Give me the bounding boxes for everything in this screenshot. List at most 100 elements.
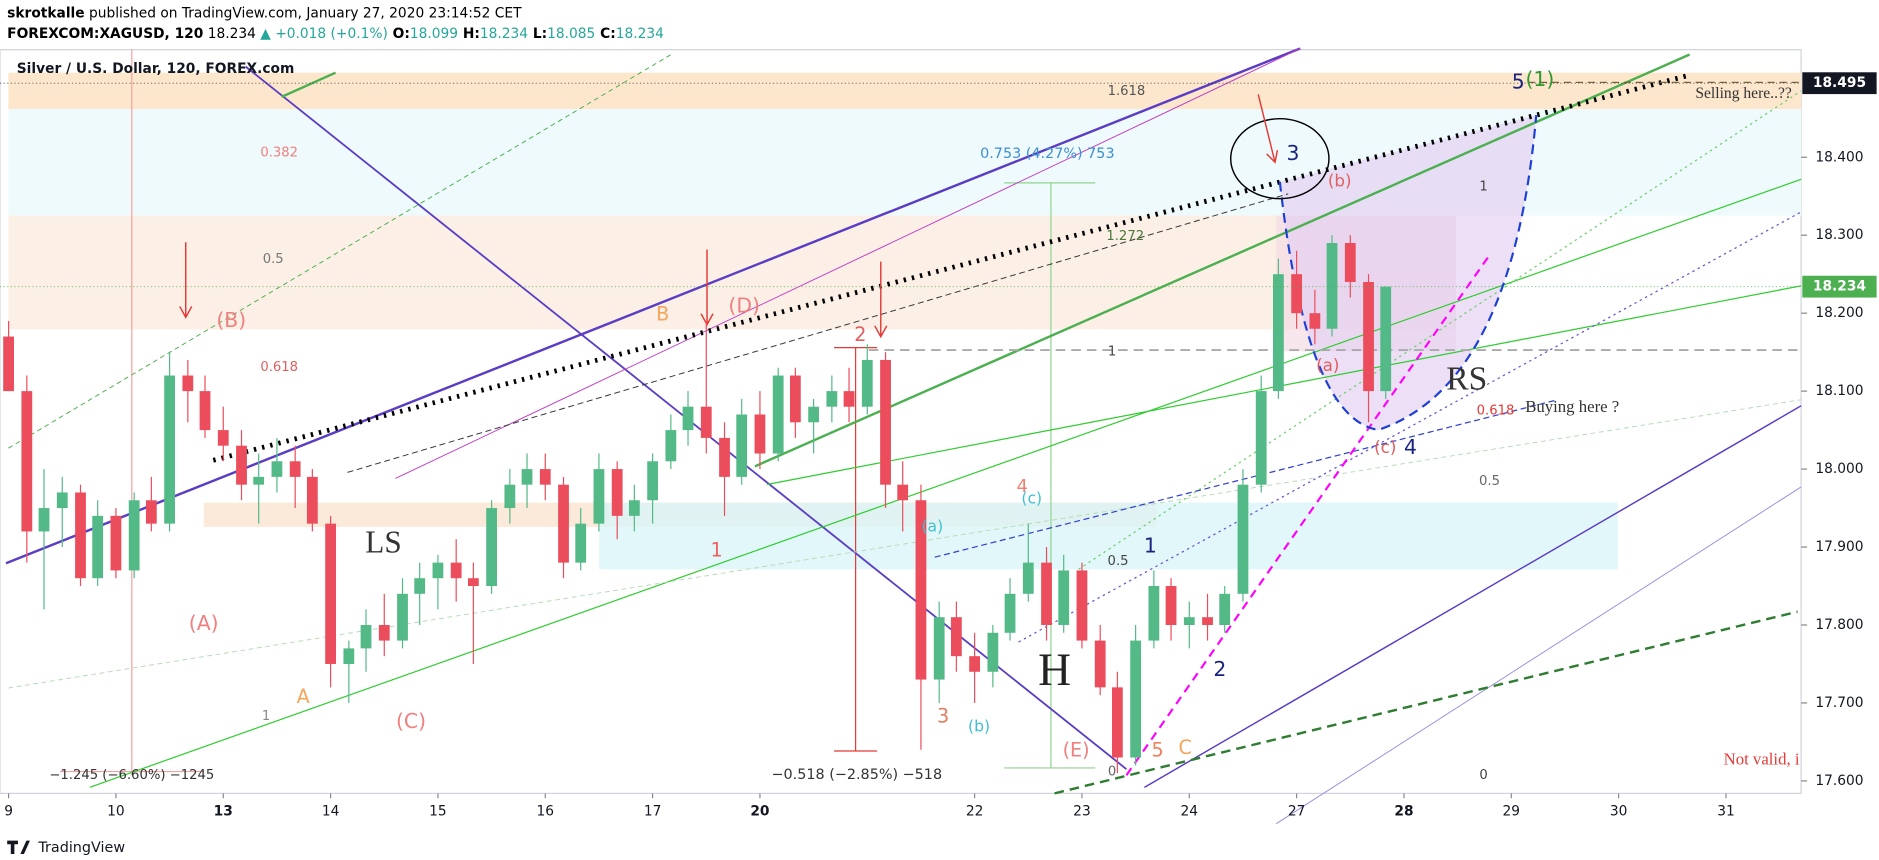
price-tag-label: 18.495 xyxy=(1813,75,1866,91)
symbol-line: FOREXCOM:XAGUSD, 120 18.234 ▲ +0.018 (+0… xyxy=(7,26,664,42)
footer-logo xyxy=(7,840,30,854)
annotation: (a) xyxy=(921,516,943,535)
trend-line xyxy=(347,193,1289,473)
annotation: 1.272 xyxy=(1106,229,1144,244)
annotation: 3 xyxy=(937,705,949,728)
annotation: (A) xyxy=(189,611,219,635)
trend-line xyxy=(281,71,337,99)
candle-body xyxy=(21,391,33,532)
candle-body xyxy=(933,617,945,680)
candle-body xyxy=(182,375,194,392)
candle-body xyxy=(719,437,730,477)
candle-body xyxy=(467,578,479,587)
arrows xyxy=(179,94,1279,339)
published: published on TradingView.com, January 27… xyxy=(85,5,522,21)
ohlc-value: 18.234 xyxy=(480,26,528,42)
candle-body xyxy=(1130,640,1142,758)
ohlc-label: L: xyxy=(528,26,547,42)
candle-body xyxy=(253,476,265,485)
candle-body xyxy=(1148,586,1160,641)
candle-body xyxy=(611,469,623,516)
y-tick-label: 17.700 xyxy=(1815,695,1863,711)
y-tick-label: 17.800 xyxy=(1815,617,1863,633)
y-tick-label: 18.400 xyxy=(1815,149,1863,165)
candle-body xyxy=(343,648,355,664)
trend-line xyxy=(395,48,1301,479)
price-tag xyxy=(1802,72,1877,95)
y-tick-label: 18.100 xyxy=(1815,383,1863,399)
x-tick-label: 9 xyxy=(4,804,13,820)
candle-body xyxy=(1111,687,1123,758)
annotation: (a) xyxy=(1316,355,1339,375)
trend-line xyxy=(1125,256,1490,776)
candle-body xyxy=(1094,640,1106,688)
x-tick-label: 29 xyxy=(1503,804,1521,820)
candle-body xyxy=(1219,593,1231,625)
trend-line xyxy=(1054,610,1798,795)
annotation: 5 xyxy=(1512,69,1525,93)
annotation: 3 xyxy=(1287,141,1300,165)
annotation: (c) xyxy=(1374,437,1396,457)
x-tick-label: 31 xyxy=(1717,804,1735,820)
x-tick-label: 28 xyxy=(1394,804,1413,820)
trend-line xyxy=(754,53,1691,468)
arrow xyxy=(700,249,714,327)
x-tick-label: 14 xyxy=(322,804,340,820)
annotation: LS xyxy=(365,524,401,559)
candle-body xyxy=(987,632,999,672)
annotation: −0.518 (−2.85%) −518 xyxy=(772,767,943,783)
x-tick-label: 10 xyxy=(107,804,125,820)
annotation: 0.5 xyxy=(1479,474,1500,489)
candles xyxy=(3,235,1392,774)
price-tag-label: 18.234 xyxy=(1813,279,1866,295)
candle-body xyxy=(164,375,175,524)
candle-body xyxy=(915,500,927,680)
candle-body xyxy=(1309,313,1321,329)
annotation: 4 xyxy=(1016,476,1027,497)
trend-line xyxy=(1018,211,1802,643)
candle-body xyxy=(56,492,68,509)
candle-body xyxy=(628,500,640,516)
candle-body xyxy=(593,469,605,524)
annotation: (D) xyxy=(728,293,760,317)
candle-body xyxy=(1291,274,1303,314)
candle-body xyxy=(1255,391,1267,485)
drawings xyxy=(5,47,1802,825)
candle-body xyxy=(145,500,157,524)
zone xyxy=(8,215,1456,330)
annotation: 0.753 (4.27%) 753 xyxy=(980,146,1114,162)
candle-body xyxy=(647,461,658,501)
last-price: 18.234 xyxy=(203,26,256,42)
annotation: 1.618 xyxy=(1108,84,1146,99)
annotation: 1 xyxy=(1144,533,1157,557)
y-tick-label: 18.000 xyxy=(1815,461,1863,477)
candle-body xyxy=(217,430,229,446)
annotation: 0 xyxy=(1108,765,1116,780)
candle-body xyxy=(1237,484,1249,594)
candle-body xyxy=(486,508,497,587)
candle-body xyxy=(414,578,426,594)
x-tick-label: 20 xyxy=(750,804,769,820)
x-tick-label: 16 xyxy=(537,804,555,820)
candle-body xyxy=(575,523,587,563)
annotation: H xyxy=(1038,644,1071,695)
symbol: FOREXCOM:XAGUSD, 120 xyxy=(7,26,203,42)
trend-line xyxy=(8,54,672,449)
candle-body xyxy=(271,461,283,477)
annotation: 5 xyxy=(1151,738,1163,761)
annotation: 1 xyxy=(262,709,270,724)
ohlc-value: 18.099 xyxy=(410,26,458,42)
annotation: (c) xyxy=(1021,488,1042,507)
harmonic-area xyxy=(1279,115,1537,430)
annotation: 2 xyxy=(1213,657,1226,681)
candle-body xyxy=(808,406,820,423)
candle-body xyxy=(199,391,211,431)
candle-body xyxy=(558,484,569,563)
arrow xyxy=(1257,94,1279,164)
candle-body xyxy=(950,617,962,657)
candle-body xyxy=(1076,570,1088,641)
candle-body xyxy=(1380,286,1392,392)
candle-body xyxy=(682,406,694,431)
